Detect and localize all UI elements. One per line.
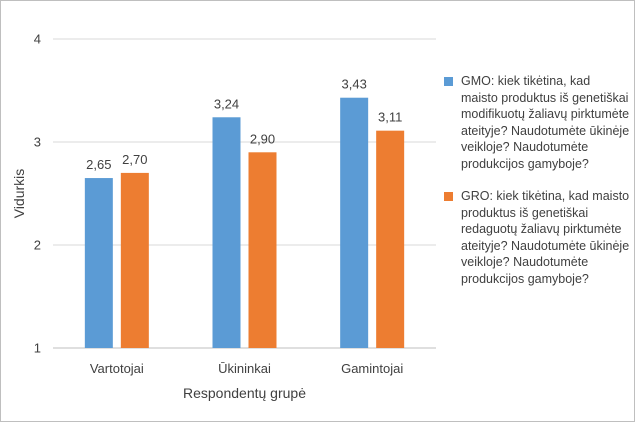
data-label: 2,70 [122, 152, 147, 167]
data-label: 3,11 [378, 110, 402, 125]
legend-item-gro: GRO: kiek tikėtina, kad maisto produktus… [444, 188, 630, 287]
x-tick-label: Ūkininkai [218, 361, 271, 376]
data-label: 3,43 [342, 77, 367, 92]
bar-gro [376, 130, 405, 348]
legend-item-gmo: GMO: kiek tikėtina, kad maisto produktus… [444, 73, 630, 172]
bar-gmo [212, 117, 241, 348]
bar-gro [248, 152, 277, 348]
bar-gro [120, 172, 149, 348]
bar-gmo [84, 178, 113, 348]
legend-label-gro: GRO: kiek tikėtina, kad maisto produktus… [461, 189, 630, 286]
bar-gmo [340, 97, 369, 349]
data-label: 2,65 [86, 157, 111, 172]
legend-swatch-gro [444, 192, 453, 201]
data-label: 3,24 [214, 96, 239, 111]
data-label: 2,90 [250, 131, 275, 146]
legend: GMO: kiek tikėtina, kad maisto produktus… [444, 73, 630, 303]
x-tick-label: Vartotojai [90, 361, 144, 376]
bar-chart: 1 2 3 4 Vidurkis 2,65 2,70 Vartotojai 3,24 2,90 Ūk… [11, 32, 436, 401]
y-tick-label: 2 [34, 238, 41, 253]
y-tick-label: 4 [34, 32, 41, 47]
x-axis-title: Respondentų grupė [183, 385, 306, 401]
x-tick-label: Gamintojai [341, 361, 403, 376]
y-tick-label: 1 [34, 341, 41, 356]
y-axis-title: Vidurkis [11, 169, 27, 219]
legend-label-gmo: GMO: kiek tikėtina, kad maisto produktus… [461, 74, 630, 171]
y-tick-label: 3 [34, 135, 41, 150]
legend-swatch-gmo [444, 77, 453, 86]
